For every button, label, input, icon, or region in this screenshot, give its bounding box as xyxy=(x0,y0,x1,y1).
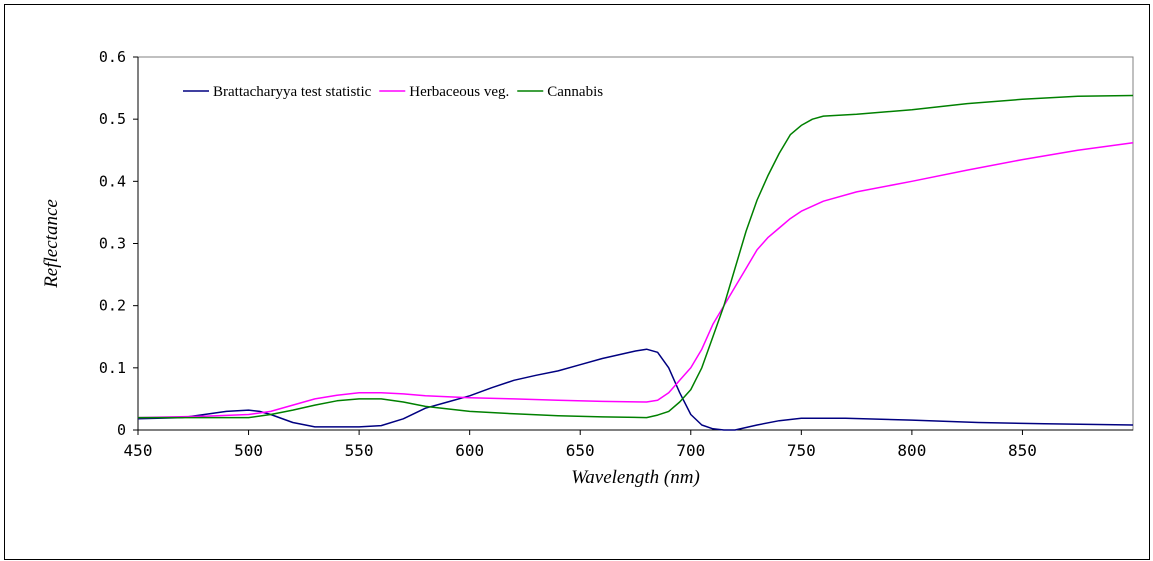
x-tick-label: 600 xyxy=(455,441,484,460)
plot-area xyxy=(137,56,1134,431)
y-tick-label: 0 xyxy=(117,421,126,439)
legend: Brattacharyya test statistic Herbaceous v… xyxy=(183,84,603,100)
y-tick-label: 0.2 xyxy=(99,297,126,315)
x-tick-label: 800 xyxy=(897,441,926,460)
x-tick-label: 750 xyxy=(787,441,816,460)
x-tick-label: 650 xyxy=(566,441,595,460)
y-axis-title: Reflectance xyxy=(41,199,62,289)
chart-frame: 0 0.1 0.2 0.3 0.4 0.5 0.6 450 500 550 600 650 700 750… xyxy=(4,4,1150,560)
x-tick-label: 550 xyxy=(345,441,374,460)
series-line-3 xyxy=(138,94,1134,419)
x-tick-label: 450 xyxy=(124,441,153,460)
axes xyxy=(137,56,1134,431)
y-tick-label: 0.4 xyxy=(99,172,126,190)
series-line-1 xyxy=(137,348,1134,431)
y-tick-label: 0.5 xyxy=(99,110,126,128)
series-line-2 xyxy=(137,142,1134,419)
series-lines xyxy=(137,94,1134,431)
legend-label-1: Brattacharyya test statistic xyxy=(213,84,372,100)
reflectance-line-chart: 0 0.1 0.2 0.3 0.4 0.5 0.6 450 500 550 600 650 700 750… xyxy=(41,48,1134,488)
x-axis-title: Wavelength (nm) xyxy=(571,467,700,488)
legend-label-2: Herbaceous veg. xyxy=(409,84,509,100)
y-tick-label: 0.1 xyxy=(99,359,126,377)
y-tick-label: 0.3 xyxy=(99,235,126,253)
x-tick-label: 500 xyxy=(234,441,263,460)
axis-ticks: 0 0.1 0.2 0.3 0.4 0.5 0.6 450 500 550 600 650 700 750… xyxy=(99,48,1037,460)
legend-label-3: Cannabis xyxy=(547,84,603,100)
x-tick-label: 700 xyxy=(676,441,705,460)
y-tick-label: 0.6 xyxy=(99,48,126,66)
x-tick-label: 850 xyxy=(1008,441,1037,460)
